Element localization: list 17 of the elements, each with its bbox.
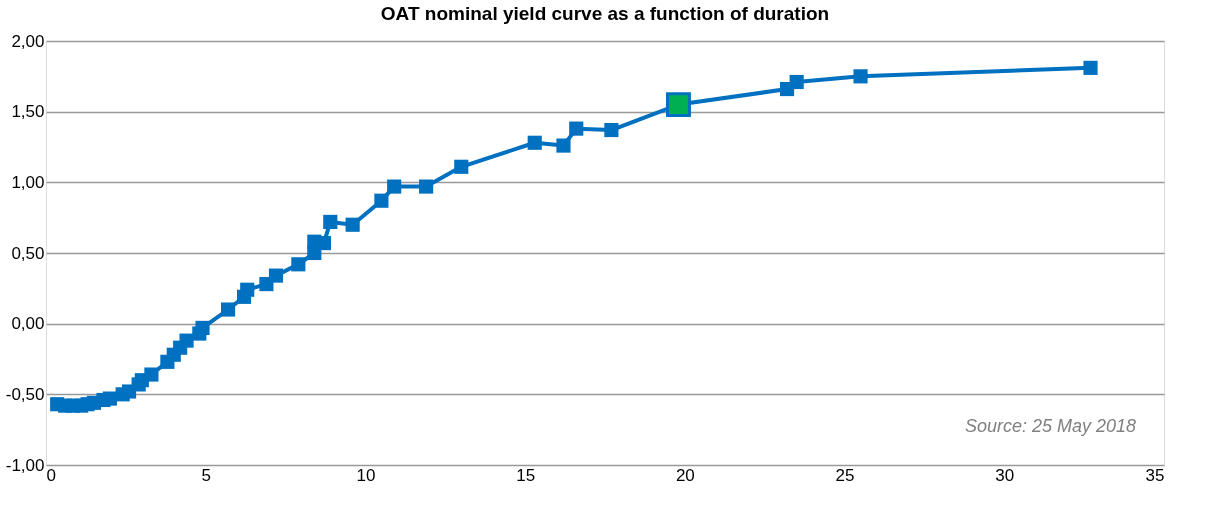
x-tick-label: 20 — [675, 465, 695, 485]
x-tick-label: 35 — [1145, 465, 1165, 485]
y-tick-label: 0,50 — [11, 243, 45, 263]
x-tick-label: 5 — [201, 465, 211, 485]
y-tick-label: -0,50 — [5, 384, 45, 404]
annotation: Source: 25 May 2018 — [964, 416, 1136, 436]
x-tick-label: 10 — [356, 465, 376, 485]
x-tick-label: 15 — [516, 465, 536, 485]
y-tick-label: 2,00 — [11, 31, 45, 51]
y-tick-label: -1,00 — [5, 455, 45, 475]
x-tick-label: 0 — [46, 465, 56, 485]
x-tick-label: 25 — [835, 465, 855, 485]
y-tick-label: 0,00 — [11, 314, 45, 334]
x-tick-label: 30 — [995, 465, 1015, 485]
y-tick-label: 1,50 — [11, 102, 45, 122]
chart-title: OAT nominal yield curve as a function of duration — [380, 3, 830, 24]
y-tick-label: 1,00 — [11, 172, 45, 192]
